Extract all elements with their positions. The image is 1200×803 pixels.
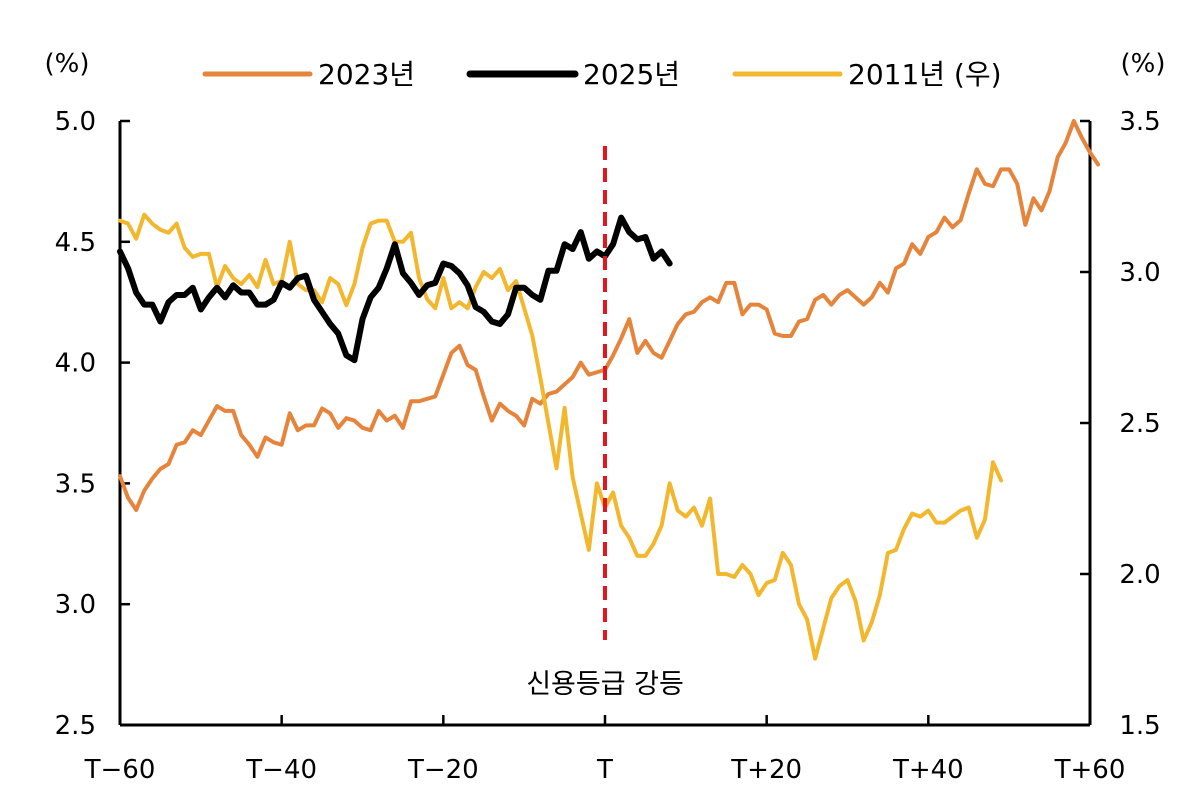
right-unit-label: (%) [1121, 49, 1166, 79]
left-tick-label: 4.0 [55, 349, 96, 379]
x-tick-label: T+20 [730, 755, 802, 785]
series-line-1 [117, 214, 673, 364]
x-tick-label: T+40 [892, 755, 964, 785]
left-tick-label: 2.5 [55, 711, 96, 741]
credit-downgrade-label: 신용등급 강등 [526, 669, 684, 700]
right-tick-label: 2.0 [1119, 560, 1160, 590]
left-tick-label: 3.5 [55, 469, 96, 499]
legend-label-1: 2025년 [583, 58, 680, 91]
legend: 2023년 2025년 2011년 (우) [202, 58, 1002, 91]
x-tick-label: T−20 [407, 755, 479, 785]
right-tick-label: 3.5 [1119, 107, 1160, 137]
annotation: 신용등급 강등 [526, 146, 684, 700]
x-tick-label: T [596, 755, 613, 785]
series-lines [117, 119, 1101, 661]
x-tick-label: T−60 [84, 755, 156, 785]
x-tick-label: T+60 [1054, 755, 1126, 785]
left-tick-label: 5.0 [55, 107, 96, 137]
legend-label-0: 2023년 [318, 58, 415, 91]
right-tick-label: 3.0 [1119, 258, 1160, 288]
left-tick-label: 3.0 [55, 590, 96, 620]
left-unit-label: (%) [45, 49, 90, 79]
right-tick-label: 2.5 [1119, 409, 1160, 439]
left-tick-label: 4.5 [55, 228, 96, 258]
series-line-0 [118, 119, 1101, 512]
axes: 2.5 3.0 3.5 4.0 4.5 5.0 1.5 2.0 2.5 3.0 3.5 T−60 T−4… [45, 49, 1166, 785]
right-tick-label: 1.5 [1119, 711, 1160, 741]
legend-label-2: 2011년 (우) [848, 58, 1002, 91]
series-line-2 [118, 212, 1004, 661]
x-tick-label: T−40 [245, 755, 317, 785]
